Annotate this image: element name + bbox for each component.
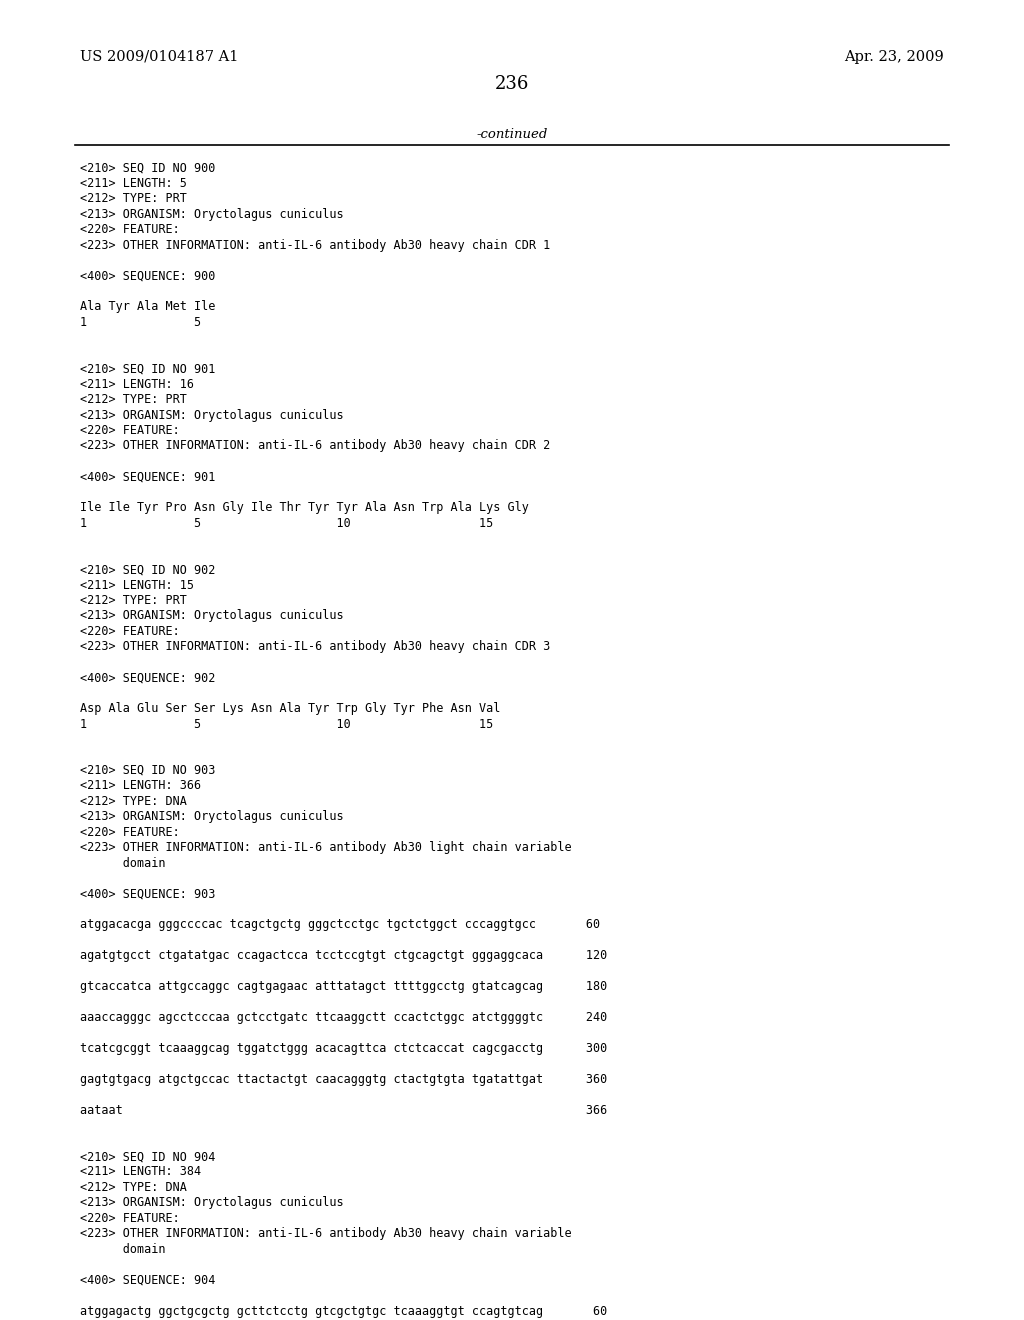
- Text: <223> OTHER INFORMATION: anti-IL-6 antibody Ab30 heavy chain CDR 1: <223> OTHER INFORMATION: anti-IL-6 antib…: [80, 239, 550, 252]
- Text: <213> ORGANISM: Oryctolagus cuniculus: <213> ORGANISM: Oryctolagus cuniculus: [80, 1196, 344, 1209]
- Text: <400> SEQUENCE: 901: <400> SEQUENCE: 901: [80, 470, 215, 483]
- Text: 1               5                   10                  15: 1 5 10 15: [80, 718, 494, 730]
- Text: agatgtgcct ctgatatgac ccagactcca tcctccgtgt ctgcagctgt gggaggcaca      120: agatgtgcct ctgatatgac ccagactcca tcctccg…: [80, 949, 607, 962]
- Text: Apr. 23, 2009: Apr. 23, 2009: [844, 50, 944, 63]
- Text: <212> TYPE: DNA: <212> TYPE: DNA: [80, 1181, 186, 1193]
- Text: <211> LENGTH: 5: <211> LENGTH: 5: [80, 177, 186, 190]
- Text: <212> TYPE: PRT: <212> TYPE: PRT: [80, 594, 186, 607]
- Text: <210> SEQ ID NO 901: <210> SEQ ID NO 901: [80, 362, 215, 375]
- Text: atggagactg ggctgcgctg gcttctcctg gtcgctgtgc tcaaaggtgt ccagtgtcag       60: atggagactg ggctgcgctg gcttctcctg gtcgctg…: [80, 1304, 607, 1317]
- Text: <211> LENGTH: 384: <211> LENGTH: 384: [80, 1166, 201, 1179]
- Text: <400> SEQUENCE: 902: <400> SEQUENCE: 902: [80, 671, 215, 684]
- Text: <211> LENGTH: 366: <211> LENGTH: 366: [80, 779, 201, 792]
- Text: Ile Ile Tyr Pro Asn Gly Ile Thr Tyr Tyr Ala Asn Trp Ala Lys Gly: Ile Ile Tyr Pro Asn Gly Ile Thr Tyr Tyr …: [80, 502, 528, 515]
- Text: 1               5: 1 5: [80, 315, 201, 329]
- Text: Ala Tyr Ala Met Ile: Ala Tyr Ala Met Ile: [80, 301, 215, 313]
- Text: <223> OTHER INFORMATION: anti-IL-6 antibody Ab30 heavy chain CDR 3: <223> OTHER INFORMATION: anti-IL-6 antib…: [80, 640, 550, 653]
- Text: <212> TYPE: PRT: <212> TYPE: PRT: [80, 393, 186, 407]
- Text: atggacacga gggccccac tcagctgctg gggctcctgc tgctctggct cccaggtgcc       60: atggacacga gggccccac tcagctgctg gggctcct…: [80, 919, 600, 932]
- Text: <223> OTHER INFORMATION: anti-IL-6 antibody Ab30 heavy chain CDR 2: <223> OTHER INFORMATION: anti-IL-6 antib…: [80, 440, 550, 453]
- Text: <210> SEQ ID NO 900: <210> SEQ ID NO 900: [80, 161, 215, 174]
- Text: <400> SEQUENCE: 903: <400> SEQUENCE: 903: [80, 887, 215, 900]
- Text: -continued: -continued: [476, 128, 548, 140]
- Text: <223> OTHER INFORMATION: anti-IL-6 antibody Ab30 heavy chain variable: <223> OTHER INFORMATION: anti-IL-6 antib…: [80, 1228, 571, 1241]
- Text: <210> SEQ ID NO 904: <210> SEQ ID NO 904: [80, 1150, 215, 1163]
- Text: 236: 236: [495, 75, 529, 92]
- Text: <210> SEQ ID NO 902: <210> SEQ ID NO 902: [80, 564, 215, 576]
- Text: <223> OTHER INFORMATION: anti-IL-6 antibody Ab30 light chain variable: <223> OTHER INFORMATION: anti-IL-6 antib…: [80, 841, 571, 854]
- Text: domain: domain: [80, 857, 166, 870]
- Text: Asp Ala Glu Ser Ser Lys Asn Ala Tyr Trp Gly Tyr Phe Asn Val: Asp Ala Glu Ser Ser Lys Asn Ala Tyr Trp …: [80, 702, 501, 715]
- Text: aataat                                                                 366: aataat 366: [80, 1104, 607, 1117]
- Text: <400> SEQUENCE: 904: <400> SEQUENCE: 904: [80, 1274, 215, 1287]
- Text: <212> TYPE: DNA: <212> TYPE: DNA: [80, 795, 186, 808]
- Text: <400> SEQUENCE: 900: <400> SEQUENCE: 900: [80, 269, 215, 282]
- Text: <211> LENGTH: 16: <211> LENGTH: 16: [80, 378, 194, 391]
- Text: <212> TYPE: PRT: <212> TYPE: PRT: [80, 193, 186, 206]
- Text: gagtgtgacg atgctgccac ttactactgt caacagggtg ctactgtgta tgatattgat      360: gagtgtgacg atgctgccac ttactactgt caacagg…: [80, 1073, 607, 1086]
- Text: <213> ORGANISM: Oryctolagus cuniculus: <213> ORGANISM: Oryctolagus cuniculus: [80, 810, 344, 824]
- Text: US 2009/0104187 A1: US 2009/0104187 A1: [80, 50, 239, 63]
- Text: tcatcgcggt tcaaaggcag tggatctggg acacagttca ctctcaccat cagcgacctg      300: tcatcgcggt tcaaaggcag tggatctggg acacagt…: [80, 1041, 607, 1055]
- Text: 1               5                   10                  15: 1 5 10 15: [80, 516, 494, 529]
- Text: <220> FEATURE:: <220> FEATURE:: [80, 624, 180, 638]
- Text: <220> FEATURE:: <220> FEATURE:: [80, 424, 180, 437]
- Text: domain: domain: [80, 1242, 166, 1255]
- Text: <220> FEATURE:: <220> FEATURE:: [80, 825, 180, 838]
- Text: <213> ORGANISM: Oryctolagus cuniculus: <213> ORGANISM: Oryctolagus cuniculus: [80, 409, 344, 421]
- Text: <220> FEATURE:: <220> FEATURE:: [80, 223, 180, 236]
- Text: aaaccagggc agcctcccaa gctcctgatc ttcaaggctt ccactctggc atctggggtc      240: aaaccagggc agcctcccaa gctcctgatc ttcaagg…: [80, 1011, 607, 1024]
- Text: <220> FEATURE:: <220> FEATURE:: [80, 1212, 180, 1225]
- Text: gtcaccatca attgccaggc cagtgagaac atttatagct ttttggcctg gtatcagcag      180: gtcaccatca attgccaggc cagtgagaac atttata…: [80, 981, 607, 993]
- Text: <210> SEQ ID NO 903: <210> SEQ ID NO 903: [80, 764, 215, 777]
- Text: <211> LENGTH: 15: <211> LENGTH: 15: [80, 578, 194, 591]
- Text: <213> ORGANISM: Oryctolagus cuniculus: <213> ORGANISM: Oryctolagus cuniculus: [80, 207, 344, 220]
- Text: <213> ORGANISM: Oryctolagus cuniculus: <213> ORGANISM: Oryctolagus cuniculus: [80, 610, 344, 623]
